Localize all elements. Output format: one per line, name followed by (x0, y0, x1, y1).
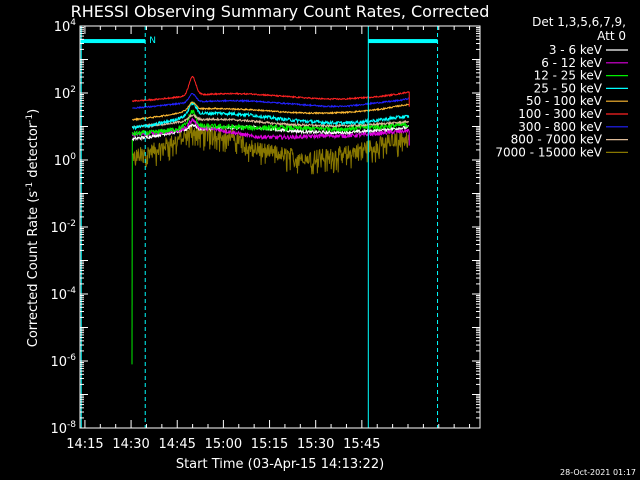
footer-date: 28-Oct-2021 01:17 (560, 468, 636, 477)
legend-label-1: 6 - 12 keV (541, 56, 603, 70)
y-tick-label-4: 10-4 (50, 286, 76, 303)
night-bar-1 (368, 39, 438, 44)
legend-header-attenuator: Att 0 (597, 29, 626, 43)
x-tick-label-3: 15:00 (205, 437, 242, 452)
y-label-mid: detector (26, 122, 41, 182)
legend-label-7: 800 - 7000 keV (511, 133, 603, 147)
x-tick-label-4: 15:15 (251, 437, 288, 452)
y-label-sup2: -1 (25, 114, 35, 123)
y-tick-label-2: 100 (54, 152, 77, 169)
y-tick-label-3: 10-2 (50, 219, 76, 236)
x-tick-label-5: 15:30 (297, 437, 334, 452)
x-tick-label-0: 14:15 (66, 437, 103, 452)
legend-label-8: 7000 - 15000 keV (495, 145, 602, 159)
x-tick-label-6: 15:45 (343, 437, 380, 452)
series-line-7 (131, 113, 409, 129)
y-label-main: Corrected Count Rate (s (26, 191, 41, 348)
series-line-8 (132, 124, 410, 175)
y-tick-label-5: 10-6 (50, 353, 76, 370)
legend-label-4: 50 - 100 keV (526, 94, 603, 108)
legend-header-detectors: Det 1,3,5,6,7,9, (532, 15, 626, 29)
x-axis-label: Start Time (03-Apr-15 14:13:22) (176, 457, 384, 472)
night-bar-0 (80, 39, 146, 44)
y-tick-label-6: 10-8 (50, 420, 76, 437)
legend-label-2: 12 - 25 keV (534, 69, 603, 83)
series-line-3 (131, 101, 410, 131)
chart-title: RHESSI Observing Summary Count Rates, Co… (71, 2, 490, 21)
y-label-sup1: -1 (25, 182, 35, 191)
legend-label-0: 3 - 6 keV (549, 43, 603, 57)
series-line-4 (132, 101, 410, 122)
y-axis-label: Corrected Count Rate (s-1 detector-1) (25, 109, 41, 347)
x-tick-label-1: 14:30 (112, 437, 149, 452)
axes-layer: 104 102 100 10-2 10-4 10-6 10-814:15 14:30 14:45… (50, 18, 481, 452)
y-tick-label-0: 104 (54, 18, 77, 35)
night-bar-label: N (149, 36, 156, 46)
legend-label-3: 25 - 50 keV (534, 81, 603, 95)
legend-label-6: 300 - 800 keV (518, 120, 602, 134)
series-line-5 (131, 75, 410, 103)
y-label-end: ) (26, 109, 41, 114)
x-tick-label-2: 14:45 (158, 437, 195, 452)
legend-label-5: 100 - 300 keV (518, 107, 602, 121)
data-layer: N (80, 26, 439, 428)
y-tick-label-1: 102 (54, 85, 76, 102)
series-line-6 (132, 92, 409, 110)
